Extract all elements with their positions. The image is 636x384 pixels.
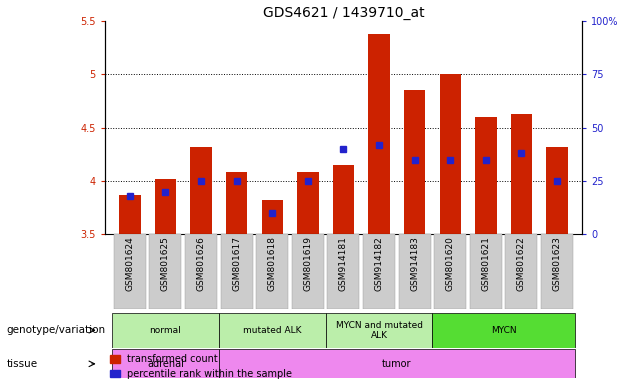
- Text: GSM801622: GSM801622: [517, 237, 526, 291]
- Bar: [185, 234, 217, 309]
- Text: GSM801619: GSM801619: [303, 237, 312, 291]
- Text: genotype/variation: genotype/variation: [6, 325, 106, 335]
- Bar: [114, 234, 146, 309]
- Text: GSM801617: GSM801617: [232, 237, 241, 291]
- Bar: [221, 234, 252, 309]
- Bar: [155, 179, 176, 234]
- Text: GSM914182: GSM914182: [375, 237, 384, 291]
- Bar: [363, 234, 395, 309]
- Text: GSM801621: GSM801621: [481, 237, 490, 291]
- Bar: [439, 74, 461, 234]
- Bar: [226, 172, 247, 234]
- Bar: [219, 349, 575, 378]
- Bar: [399, 234, 431, 309]
- Text: tissue: tissue: [6, 359, 38, 369]
- Bar: [470, 234, 502, 309]
- Text: MYCN: MYCN: [491, 326, 516, 335]
- Text: tumor: tumor: [382, 359, 411, 369]
- Text: mutated ALK: mutated ALK: [243, 326, 301, 335]
- Bar: [328, 234, 359, 309]
- Bar: [261, 200, 283, 234]
- Text: GSM801626: GSM801626: [197, 237, 205, 291]
- Bar: [119, 195, 141, 234]
- Bar: [149, 234, 181, 309]
- Bar: [297, 172, 319, 234]
- Bar: [112, 349, 219, 378]
- Bar: [541, 234, 573, 309]
- Text: GSM801618: GSM801618: [268, 237, 277, 291]
- Bar: [326, 313, 432, 348]
- Bar: [333, 165, 354, 234]
- Bar: [219, 313, 326, 348]
- Legend: transformed count, percentile rank within the sample: transformed count, percentile rank withi…: [110, 354, 293, 379]
- Bar: [546, 147, 568, 234]
- Text: GSM801624: GSM801624: [125, 237, 134, 291]
- Bar: [256, 234, 288, 309]
- Text: GSM801620: GSM801620: [446, 237, 455, 291]
- Bar: [432, 313, 575, 348]
- Bar: [511, 114, 532, 234]
- Bar: [404, 90, 425, 234]
- Text: GSM801623: GSM801623: [553, 237, 562, 291]
- Bar: [292, 234, 324, 309]
- Bar: [190, 147, 212, 234]
- Bar: [506, 234, 537, 309]
- Text: adrenal: adrenal: [147, 359, 184, 369]
- Bar: [434, 234, 466, 309]
- Text: GSM914183: GSM914183: [410, 237, 419, 291]
- Bar: [112, 313, 219, 348]
- Text: normal: normal: [149, 326, 181, 335]
- Bar: [368, 34, 390, 234]
- Text: GSM914181: GSM914181: [339, 237, 348, 291]
- Title: GDS4621 / 1439710_at: GDS4621 / 1439710_at: [263, 6, 424, 20]
- Text: GSM801625: GSM801625: [161, 237, 170, 291]
- Bar: [475, 117, 497, 234]
- Text: MYCN and mutated
ALK: MYCN and mutated ALK: [336, 321, 422, 340]
